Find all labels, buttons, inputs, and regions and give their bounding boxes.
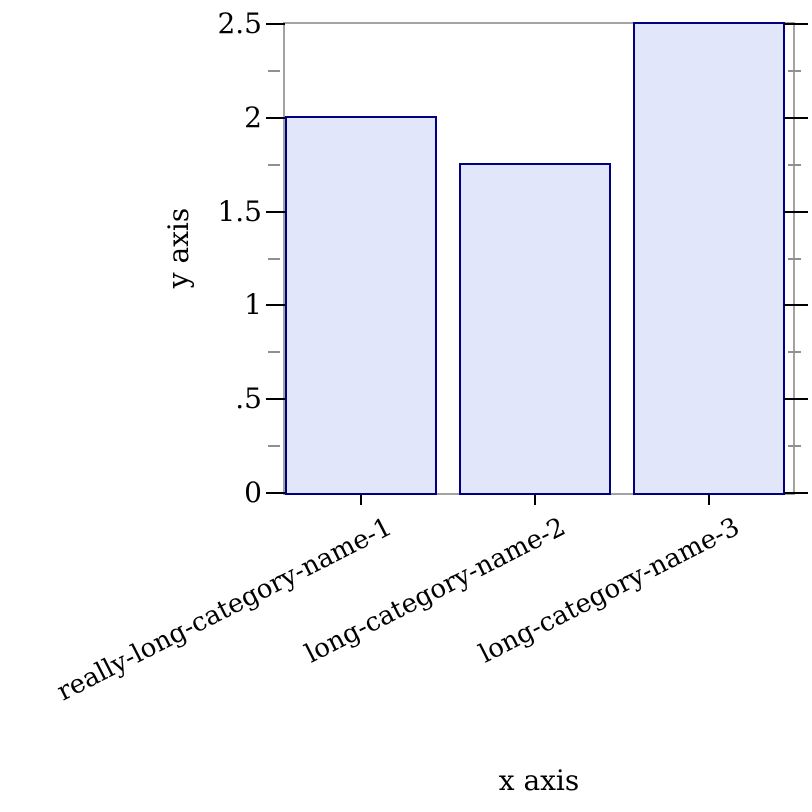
y-minor-tick-left (268, 69, 280, 72)
x-tick (534, 495, 536, 505)
bar-2 (459, 162, 611, 495)
y-minor-tick-left (268, 445, 280, 448)
y-minor-tick-left (268, 351, 280, 354)
x-tick (360, 495, 362, 505)
y-minor-tick-right (788, 257, 801, 260)
y-major-tick-left (266, 210, 285, 213)
y-major-tick-left (266, 398, 285, 401)
y-minor-tick-right (788, 445, 801, 448)
bar-3 (633, 22, 785, 495)
y-minor-tick-right (788, 69, 801, 72)
y-tick-label: .5 (235, 382, 262, 416)
y-major-tick-right (784, 116, 808, 119)
y-tick-label: 1 (244, 288, 262, 322)
y-tick-label: 0 (244, 476, 262, 509)
y-minor-tick-right (788, 163, 801, 166)
y-major-tick-right (784, 23, 808, 25)
y-axis-title: y axis (162, 207, 195, 289)
y-major-tick-left (266, 116, 285, 119)
y-major-tick-right (784, 304, 808, 307)
x-tick-label: really-long-category-name-1 (52, 512, 397, 708)
y-major-tick-right (784, 210, 808, 213)
y-tick-label: 2.5 (217, 7, 262, 40)
y-major-tick-left (266, 492, 285, 494)
y-major-tick-right (784, 398, 808, 401)
y-minor-tick-left (268, 257, 280, 260)
y-tick-label: 1.5 (217, 194, 262, 228)
y-minor-tick-left (268, 163, 280, 166)
y-major-tick-right (784, 492, 808, 494)
y-major-tick-left (266, 304, 285, 307)
y-tick-label: 2 (244, 100, 262, 134)
bar-1 (285, 115, 437, 495)
x-tick (708, 495, 710, 505)
x-axis-title: x axis (498, 764, 580, 797)
y-major-tick-left (266, 23, 285, 25)
y-minor-tick-right (788, 351, 801, 354)
